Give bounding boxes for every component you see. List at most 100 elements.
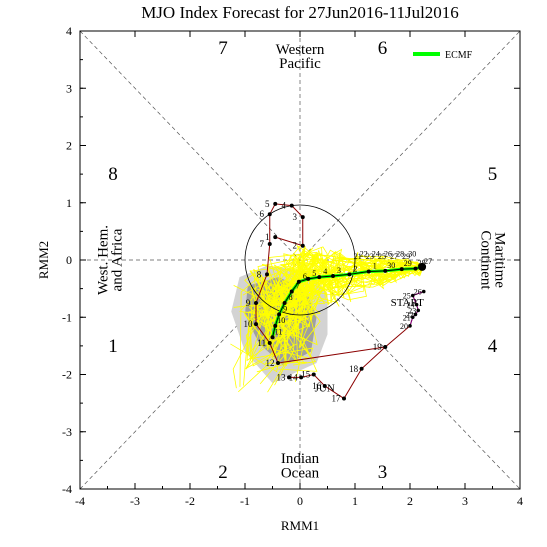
mid-day-label: 26 (384, 250, 392, 259)
observed-day-label: 4 (282, 201, 287, 211)
observed-day-label: 12 (266, 358, 275, 368)
mid-day-label: 21 (354, 252, 362, 261)
forecast-point (383, 268, 388, 273)
month-label-jun: JUN (315, 383, 335, 395)
observed-recent-day-label: 20 (400, 322, 408, 331)
phase-label: 3 (378, 462, 388, 483)
region-label-right: Continent (478, 230, 494, 290)
forecast-point (366, 269, 371, 274)
forecast-day-label: 10 (277, 316, 285, 325)
region-label-top: Pacific (279, 56, 321, 72)
observed-recent-point (414, 302, 419, 307)
observed-point (267, 341, 272, 346)
observed-point (273, 201, 278, 206)
forecast-day-label: 5 (312, 269, 316, 278)
forecast-day-label: 30 (387, 261, 395, 270)
observed-point (287, 375, 291, 380)
observed-day-label: 3 (293, 212, 298, 222)
region-label-left: West. Hem. (96, 225, 112, 295)
region-label-right: Maritime (491, 232, 507, 288)
observed-point (289, 203, 294, 208)
forecast-point (413, 266, 418, 271)
observed-day-label: 9 (246, 298, 251, 308)
observed-point (322, 383, 327, 388)
mid-day-label: 28 (396, 250, 404, 259)
x-tick-label: 2 (407, 494, 413, 508)
forecast-day-label: 7 (296, 281, 300, 290)
chart-title: MJO Index Forecast for 27Jun2016-11Jul20… (141, 3, 459, 22)
mid-day-label: 22 (360, 250, 368, 259)
observed-day-label: 7 (260, 239, 265, 249)
y-axis-label: RMM2 (36, 241, 51, 279)
mid-day-label: 30 (408, 250, 416, 259)
x-axis-label: RMM1 (281, 518, 319, 533)
phase-label: 6 (378, 38, 388, 59)
observed-point (383, 345, 388, 350)
forecast-point (317, 275, 322, 280)
ensemble-line (256, 248, 424, 349)
ensemble-line (267, 249, 421, 393)
legend-label: ECMF (445, 50, 473, 61)
forecast-point (347, 272, 352, 277)
y-tick-label: 0 (66, 253, 72, 267)
observed-point (311, 372, 316, 377)
observed-day-label: 13 (277, 372, 287, 382)
observed-day-label: 17 (332, 394, 342, 404)
observed-point (300, 215, 305, 220)
observed-recent-day-label: 23 (408, 306, 416, 315)
observed-point (265, 272, 269, 277)
forecast-start-point (418, 262, 427, 271)
y-tick-label: 2 (66, 139, 72, 153)
mid-day-label: 25 (378, 252, 386, 261)
mid-day-label: 27 (390, 252, 398, 261)
x-tick-label: -3 (130, 494, 140, 508)
unit-circle (244, 204, 356, 316)
observed-day-label: 10 (244, 319, 254, 329)
forecast-point (277, 312, 282, 317)
observed-point (267, 212, 272, 217)
phase-label: 1 (108, 336, 118, 357)
observed-day-label: 8 (257, 269, 262, 279)
observed-recent-day-label: 24 (407, 301, 415, 310)
observed-point (267, 241, 272, 246)
x-tick-label: 0 (297, 494, 303, 508)
phase-label: 2 (218, 462, 228, 483)
forecast-day-label: 8 (289, 293, 293, 302)
x-tick-label: 4 (517, 494, 523, 508)
x-tick-label: 3 (462, 494, 468, 508)
observed-day-label: 11 (257, 338, 266, 348)
forecast-point (273, 323, 278, 328)
observed-recent-day-label: 26 (414, 287, 422, 296)
ensemble-line (250, 261, 421, 360)
forecast-point (399, 267, 404, 272)
observed-recent-point (413, 312, 418, 317)
observed-day-label: 14 (289, 372, 299, 382)
observed-day-label: 18 (349, 364, 359, 374)
phase-label: 5 (488, 164, 498, 185)
ensemble-line (237, 252, 423, 393)
observed-recent-point (410, 293, 415, 298)
phase-label: 4 (488, 336, 498, 357)
forecast-start-label: START (391, 297, 425, 309)
ensemble-line (250, 251, 423, 385)
observed-recent-day-label: 21 (403, 313, 411, 322)
observed-point (273, 235, 278, 240)
observed-recent-point (408, 324, 412, 328)
forecast-day-label: 9 (283, 304, 287, 313)
ensemble-line (272, 260, 423, 326)
observed-recent-day-label: 25 (403, 291, 411, 300)
mid-day-label: 29 (402, 252, 410, 261)
x-tick-label: -2 (185, 494, 195, 508)
observed-day-label: 6 (260, 209, 265, 219)
observed-point (299, 375, 304, 380)
x-tick-label: -4 (75, 494, 85, 508)
phase-label: 8 (108, 164, 118, 185)
y-tick-label: 3 (66, 81, 72, 95)
forecast-day-label: 2 (354, 264, 358, 273)
region-label-top: Western (276, 42, 325, 58)
forecast-day-label: 11 (275, 327, 283, 336)
observed-point (254, 322, 258, 327)
forecast-point (306, 276, 311, 281)
observed-recent-point (416, 308, 421, 313)
